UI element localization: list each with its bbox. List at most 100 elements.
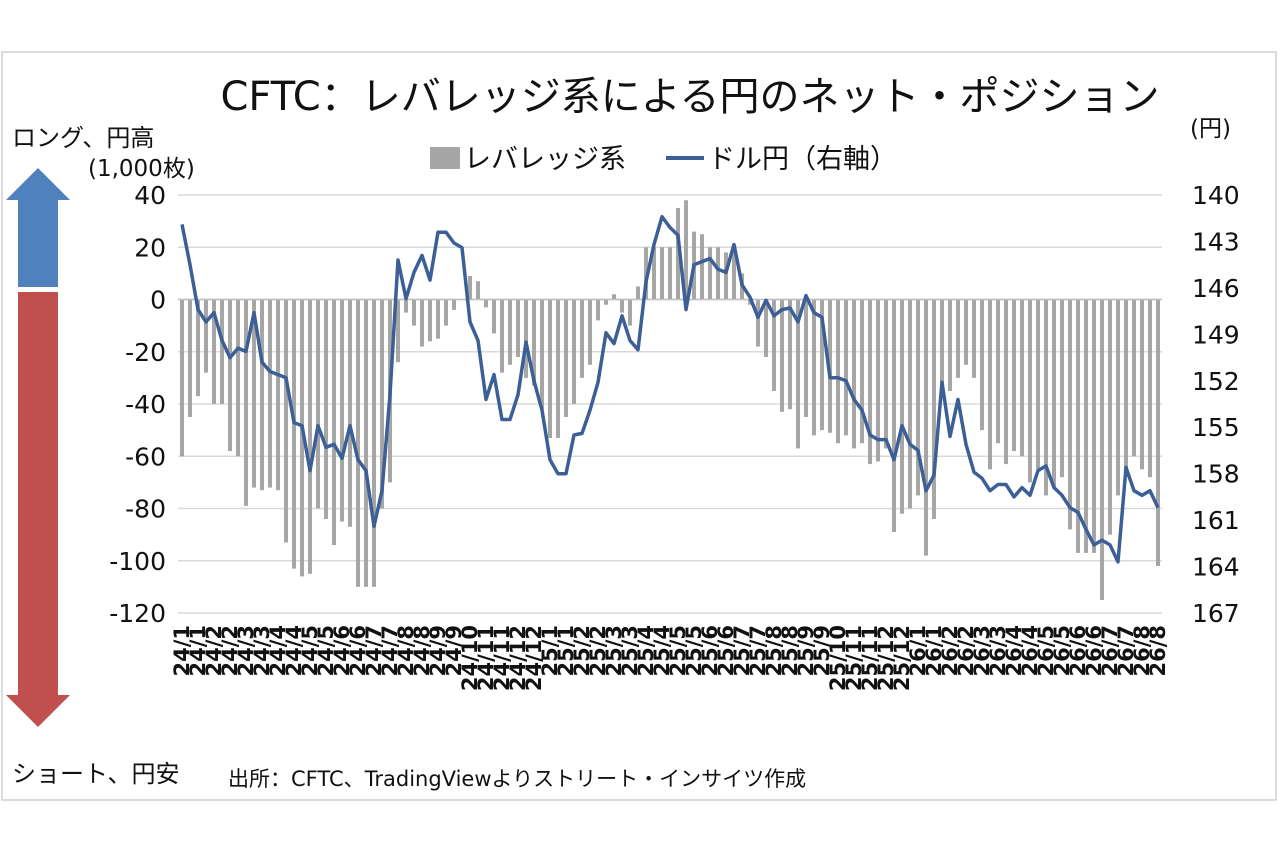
x-tick-label: 24/5 [314, 625, 338, 677]
x-tick-label: 26/1 [922, 625, 946, 677]
bar [1092, 299, 1096, 553]
bar [1036, 299, 1040, 470]
x-tick-label: 24/3 [234, 625, 258, 677]
bar [332, 299, 336, 546]
x-tick-label: 25/12 [890, 625, 914, 691]
x-tick-label: 26/1 [906, 625, 930, 677]
bar [212, 299, 216, 404]
bar [340, 299, 344, 522]
y-tick-label: 0 [150, 286, 166, 315]
x-tick-label: 25/5 [682, 625, 706, 677]
bar [444, 299, 448, 326]
legend-swatch [430, 147, 460, 169]
bar [308, 299, 312, 574]
x-tick-label: 24/4 [266, 625, 290, 677]
bar [204, 299, 208, 373]
bar [636, 286, 640, 300]
bar [380, 299, 384, 509]
y-tick-label: -20 [125, 338, 166, 367]
bar [196, 299, 200, 397]
bar [988, 299, 992, 470]
bar [668, 247, 672, 300]
x-tick-label: 24/9 [426, 625, 450, 677]
bar [1156, 299, 1160, 566]
x-tick-label: 24/1 [170, 625, 194, 677]
bar [1012, 299, 1016, 452]
bar [732, 252, 736, 300]
x-tick-label: 24/12 [522, 625, 546, 691]
bar [436, 299, 440, 339]
y2-tick-label: 155 [1192, 413, 1240, 442]
bar [284, 299, 288, 543]
x-tick-label: 24/1 [186, 625, 210, 677]
x-tick-label: 25/6 [698, 625, 722, 677]
bar [588, 299, 592, 365]
bar [476, 281, 480, 300]
y-axis-unit: (1,000枚) [88, 156, 195, 182]
bar [580, 299, 584, 378]
y2-tick-label: 152 [1192, 367, 1240, 396]
x-tick-label: 26/6 [1066, 625, 1090, 677]
chart-title: CFTC：レバレッジ系による円のネット・ポジション [220, 74, 1159, 120]
bar [868, 299, 872, 465]
x-tick-label: 25/7 [746, 625, 770, 677]
x-tick-label: 24/11 [474, 625, 498, 691]
x-tick-label: 25/2 [586, 625, 610, 677]
legend: レバレッジ系 ドル円（右軸） [430, 144, 897, 175]
y-axis-label-bottom: ショート、円安 [12, 760, 180, 788]
bar [1116, 299, 1120, 496]
bar [948, 299, 952, 391]
x-tick-label: 26/3 [970, 625, 994, 677]
bar [540, 299, 544, 410]
bar [1020, 299, 1024, 457]
source: 出所：CFTC、TradingViewよりストリート・インサイツ作成 [228, 767, 806, 791]
y-axis-label: ロング、円高 [12, 124, 154, 152]
bar [1004, 299, 1008, 465]
bar [268, 299, 272, 488]
bar [644, 247, 648, 300]
x-tick-label: 26/6 [1082, 625, 1106, 677]
bar [1076, 299, 1080, 553]
bar [364, 299, 368, 587]
bar [348, 299, 352, 527]
x-tick-label: 26/3 [986, 625, 1010, 677]
bar [612, 294, 616, 300]
bar [812, 299, 816, 436]
bar [620, 299, 624, 313]
bar [500, 299, 504, 373]
x-tick-label: 25/1 [554, 625, 578, 677]
bar [492, 299, 496, 334]
bar [220, 299, 224, 404]
x-tick-label: 25/2 [570, 625, 594, 677]
x-tick-label: 25/3 [602, 625, 626, 677]
bar [468, 275, 472, 300]
y2-tick-label: 149 [1192, 320, 1240, 349]
x-tick-label: 26/2 [954, 625, 978, 677]
bar [428, 299, 432, 342]
x-tick-label: 25/6 [714, 625, 738, 677]
y2-tick-label: 146 [1192, 274, 1240, 303]
bar [180, 299, 184, 457]
x-tick-label: 25/10 [826, 625, 850, 691]
bar [804, 299, 808, 418]
bar [836, 299, 840, 444]
x-tick-label: 24/8 [410, 625, 434, 677]
bar [1052, 299, 1056, 488]
x-tick-label: 25/9 [794, 625, 818, 677]
x-tick-label: 26/5 [1050, 625, 1074, 677]
bar [484, 299, 488, 308]
bar [796, 299, 800, 449]
bar [1084, 299, 1088, 553]
x-tick-label: 24/7 [362, 625, 386, 677]
x-tick-label: 26/4 [1018, 625, 1042, 677]
x-tick-label: 24/7 [378, 625, 402, 677]
bar [1060, 299, 1064, 478]
y-tick-label: 20 [134, 233, 166, 262]
bar [252, 299, 256, 488]
y-tick-label: -40 [125, 390, 166, 419]
bar [676, 208, 680, 300]
up-arrow-head [6, 168, 70, 200]
bar [1028, 299, 1032, 483]
bar [572, 299, 576, 404]
